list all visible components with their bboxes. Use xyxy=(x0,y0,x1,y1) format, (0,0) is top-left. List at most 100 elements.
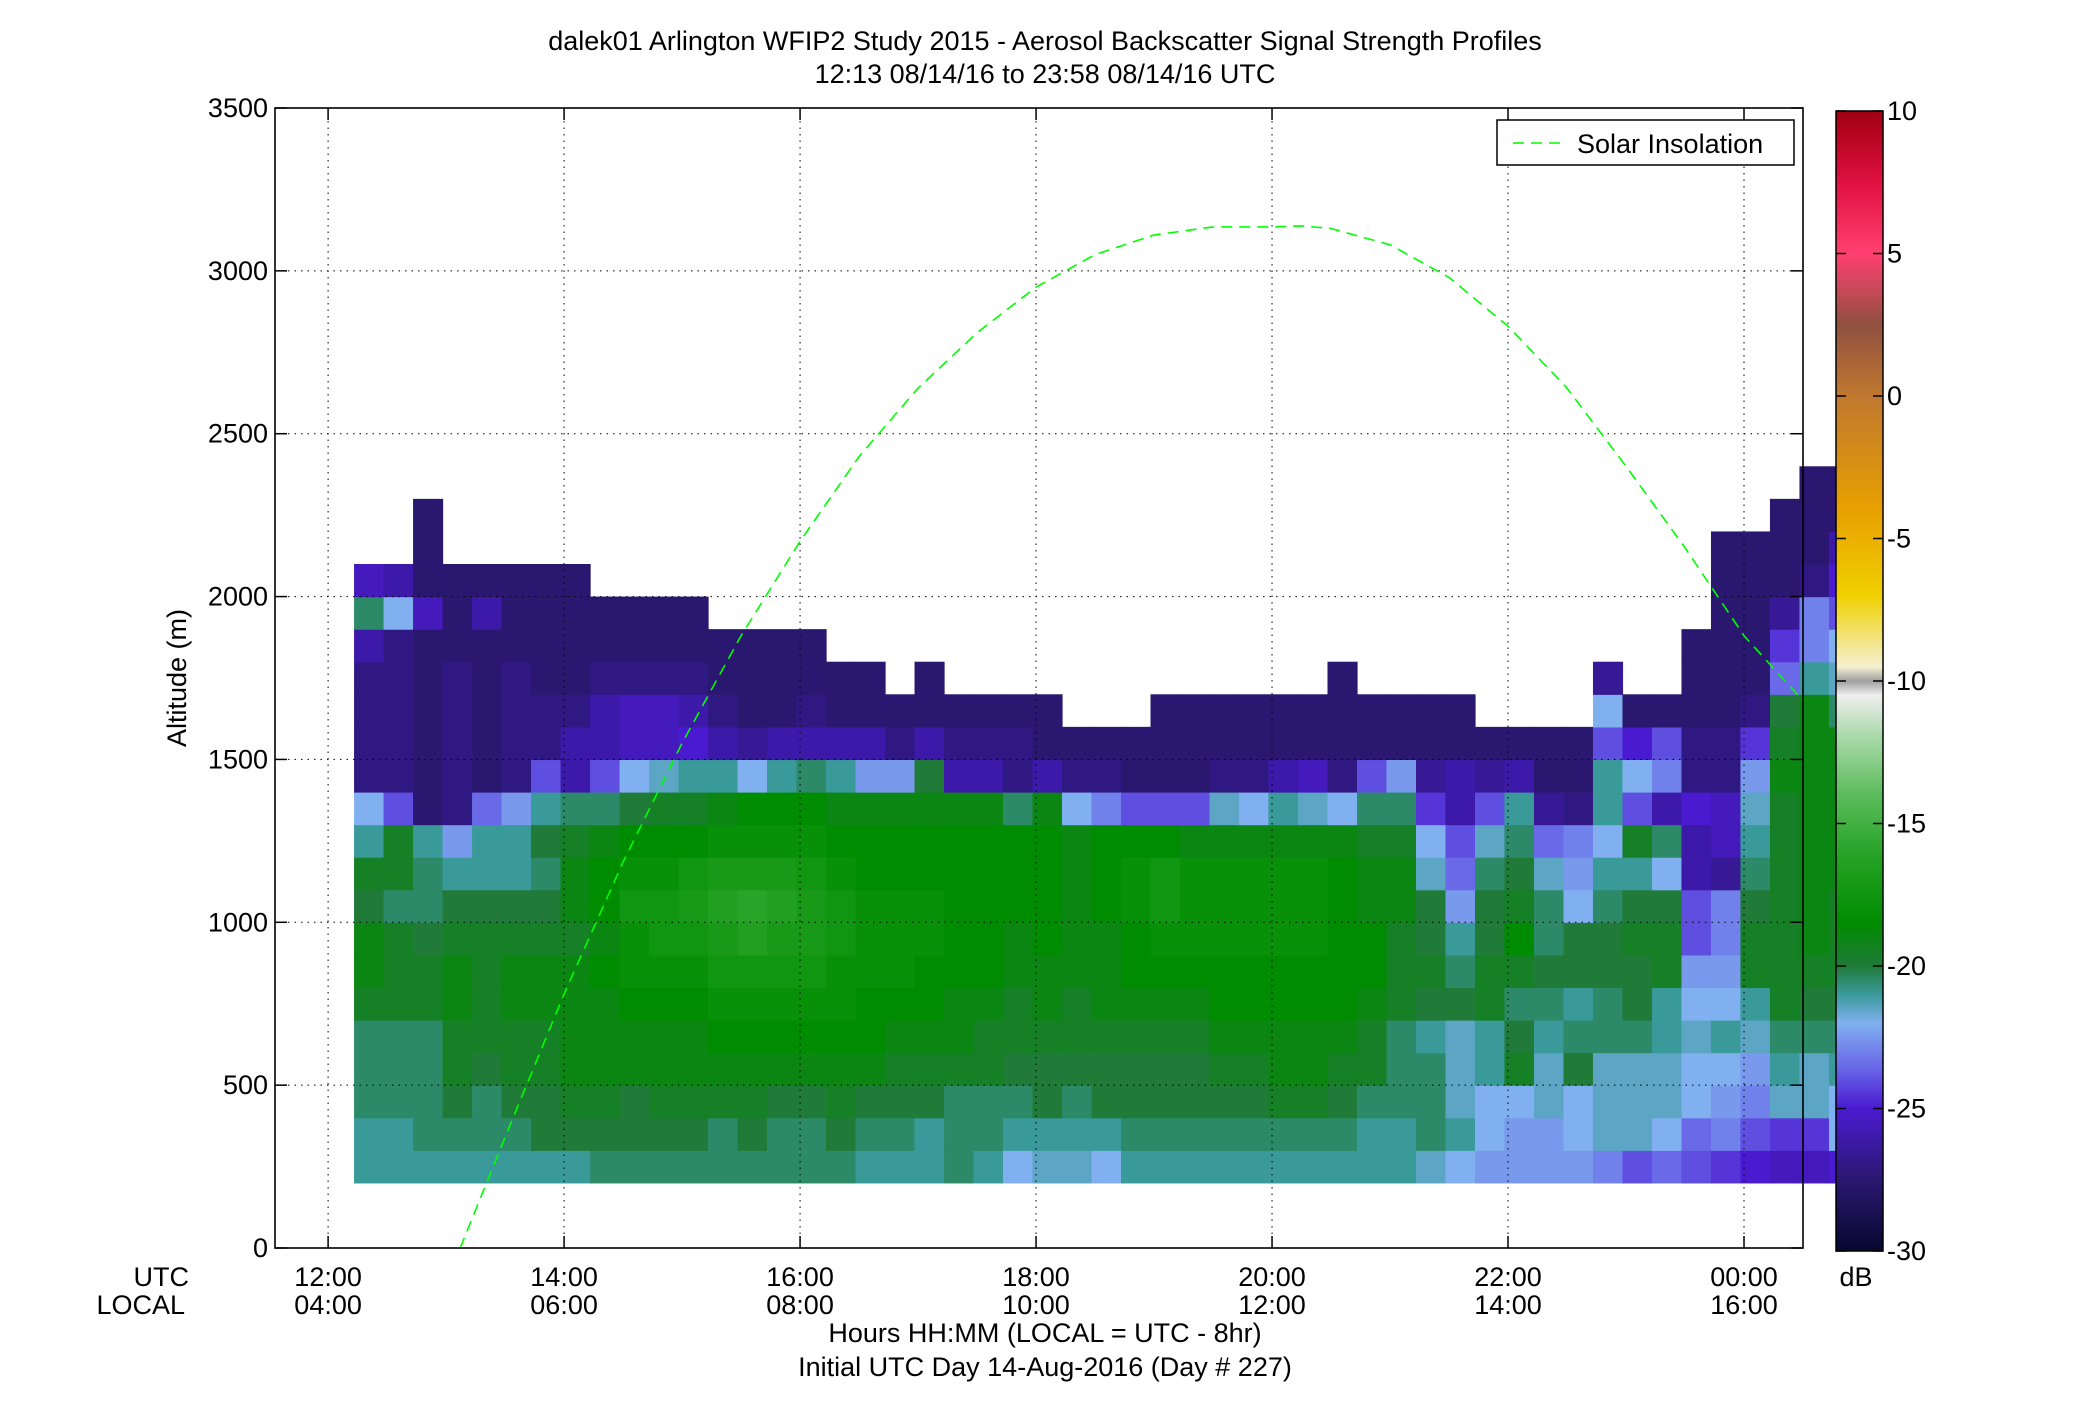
heatmap-cell xyxy=(1032,954,1063,989)
heatmap-cell xyxy=(1445,954,1476,989)
heatmap-cell xyxy=(914,661,945,695)
heatmap-cell xyxy=(1268,759,1299,793)
heatmap-cell xyxy=(1121,759,1152,793)
heatmap-cell xyxy=(973,1052,1004,1086)
heatmap-cell xyxy=(1592,694,1624,728)
heatmap-cell xyxy=(590,889,621,923)
heatmap-cell xyxy=(1769,759,1801,793)
heatmap-cell xyxy=(1799,1052,1830,1086)
heatmap-cell xyxy=(1180,726,1211,761)
heatmap-cell xyxy=(1622,922,1653,956)
heatmap-cell xyxy=(1150,889,1181,923)
heatmap-cell xyxy=(1622,954,1653,989)
heatmap-cell xyxy=(1415,987,1447,1021)
heatmap-cell xyxy=(1740,987,1771,1021)
heatmap-cell xyxy=(1799,1020,1830,1054)
x-axis-label: Hours HH:MM (LOCAL = UTC - 8hr) xyxy=(828,1318,1261,1348)
heatmap-cell xyxy=(1386,1020,1417,1054)
heatmap-cell xyxy=(796,694,827,728)
heatmap-cell xyxy=(678,661,709,695)
legend-box xyxy=(1496,119,1795,166)
heatmap-cell xyxy=(826,1020,857,1054)
heatmap-cell xyxy=(1622,1020,1653,1054)
heatmap-cell xyxy=(1150,1052,1181,1086)
heatmap-cell xyxy=(442,759,473,793)
heatmap-cell xyxy=(1563,889,1594,923)
heatmap-cell xyxy=(1651,694,1683,728)
heatmap-cell xyxy=(1533,889,1565,923)
heatmap-cell xyxy=(413,629,444,663)
heatmap-cell xyxy=(1710,726,1742,761)
heatmap-cell xyxy=(1740,792,1771,826)
heatmap-cell xyxy=(1651,922,1683,956)
heatmap-cell xyxy=(1740,824,1771,858)
heatmap-cell xyxy=(1504,1085,1535,1119)
y-tick-label: 1000 xyxy=(208,907,268,937)
heatmap-cell xyxy=(472,1052,503,1086)
heatmap-cell xyxy=(1032,1052,1063,1086)
heatmap-cell xyxy=(1297,1052,1329,1086)
heatmap-cell xyxy=(1474,759,1506,793)
heatmap-cell xyxy=(1681,1052,1712,1086)
heatmap-cell xyxy=(914,857,945,891)
heatmap-cell xyxy=(796,1020,827,1054)
heatmap-cell xyxy=(590,1052,621,1086)
heatmap-cell xyxy=(1003,694,1034,728)
heatmap-cell xyxy=(1327,661,1358,695)
heatmap-cell xyxy=(413,596,444,630)
heatmap-cell xyxy=(1592,954,1624,989)
heatmap-cell xyxy=(1740,1150,1771,1184)
heatmap-cell xyxy=(1327,694,1358,728)
heatmap-cell xyxy=(1239,954,1270,989)
legend: Solar Insolation xyxy=(1496,119,1795,166)
heatmap-cell xyxy=(442,726,473,761)
heatmap-cell xyxy=(1681,1150,1712,1184)
heatmap-cell xyxy=(885,1117,916,1151)
heatmap-cell xyxy=(1651,1085,1683,1119)
heatmap-cell xyxy=(855,1150,886,1184)
heatmap-cell xyxy=(1415,1020,1447,1054)
heatmap-cell xyxy=(1121,922,1152,956)
heatmap-cell xyxy=(1209,1085,1240,1119)
heatmap-cell xyxy=(383,922,414,956)
heatmap-cell xyxy=(1622,726,1653,761)
heatmap-cell xyxy=(1769,1150,1801,1184)
heatmap-cell xyxy=(1327,792,1358,826)
heatmap-cell xyxy=(678,792,709,826)
heatmap-cell xyxy=(708,824,739,858)
heatmap-cell xyxy=(442,857,473,891)
heatmap-cell xyxy=(383,629,414,663)
heatmap-cell xyxy=(1651,1020,1683,1054)
heatmap-cell xyxy=(1622,1052,1653,1086)
heatmap-cell xyxy=(885,792,916,826)
heatmap-cell xyxy=(1297,889,1329,923)
heatmap-cell xyxy=(1769,498,1801,533)
heatmap-cell xyxy=(531,1020,562,1054)
heatmap-cell xyxy=(1386,726,1417,761)
heatmap-cell xyxy=(678,954,709,989)
heatmap-cell xyxy=(531,857,562,891)
heatmap-cell xyxy=(501,661,532,695)
heatmap-cell xyxy=(1297,792,1329,826)
heatmap-cell xyxy=(619,596,650,630)
heatmap-cell xyxy=(619,629,650,663)
heatmap-cell xyxy=(1504,1020,1535,1054)
heatmap-cell xyxy=(1150,694,1181,728)
heatmap-cell xyxy=(796,1150,827,1184)
heatmap-cell xyxy=(1681,1085,1712,1119)
heatmap-cell xyxy=(649,1020,680,1054)
heatmap-cell xyxy=(531,629,562,663)
x-tick-label-utc: 18:00 xyxy=(1002,1262,1070,1292)
heatmap-cell xyxy=(1681,726,1712,761)
heatmap-cell xyxy=(767,792,798,826)
heatmap-cell xyxy=(1504,1117,1535,1151)
heatmap-cell xyxy=(383,694,414,728)
heatmap-cell xyxy=(826,759,857,793)
heatmap-cell xyxy=(619,1085,650,1119)
heatmap-cell xyxy=(1740,629,1771,663)
x-tick-label-utc: 22:00 xyxy=(1474,1262,1542,1292)
heatmap-cell xyxy=(1297,726,1329,761)
x-tick-label-local: 10:00 xyxy=(1002,1290,1070,1320)
heatmap-cell xyxy=(678,694,709,728)
heatmap-cell xyxy=(1769,792,1801,826)
